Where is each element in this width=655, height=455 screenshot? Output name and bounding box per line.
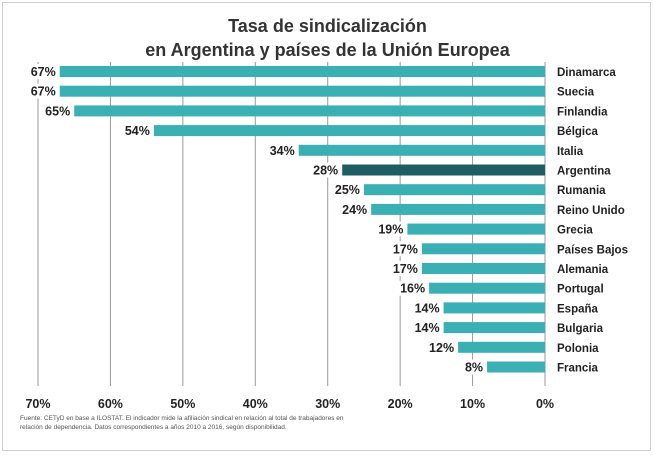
value-label: 14% [415, 301, 440, 315]
bar [298, 144, 545, 156]
value-label-bg [374, 221, 407, 237]
value-label: 28% [313, 164, 338, 178]
bar [363, 184, 545, 196]
bar [74, 105, 545, 117]
value-label-bg [41, 103, 74, 119]
x-tick-label: 0% [536, 397, 554, 411]
value-label-bg [396, 280, 429, 296]
value-label-bg [388, 241, 421, 257]
bar [59, 85, 545, 97]
category-label: España [557, 303, 599, 315]
value-label: 14% [415, 321, 440, 335]
x-tick-label: 10% [460, 397, 485, 411]
value-label-bg [410, 300, 443, 316]
value-label: 25% [335, 183, 360, 197]
value-label-bg [265, 142, 298, 158]
category-label: Grecia [557, 225, 593, 237]
bar [342, 164, 545, 176]
bar [59, 66, 545, 77]
chart-title-line-2: en Argentina y países de la Unión Europe… [145, 40, 510, 60]
category-label: Francia [557, 363, 599, 375]
bar [407, 223, 545, 235]
category-label: Bélgica [557, 126, 599, 138]
x-tick-label: 50% [170, 397, 195, 411]
value-label: 54% [125, 124, 150, 138]
chart-title-line-1: Tasa de sindicalización [228, 16, 427, 36]
category-label: Italia [557, 146, 584, 158]
value-label-bg [338, 201, 371, 217]
value-label: 17% [393, 262, 418, 276]
value-label-bg [425, 339, 458, 355]
value-label-bg [26, 64, 59, 79]
category-label: Alemania [557, 264, 609, 276]
source-note: Fuente: CETyD en base a ILOSTAT. El indi… [20, 415, 344, 431]
category-label: Portugal [557, 284, 604, 296]
bar [421, 243, 545, 255]
bar [443, 322, 545, 334]
value-label: 16% [400, 282, 425, 296]
bar [443, 302, 545, 314]
x-tick-label: 20% [388, 397, 413, 411]
value-label-bg [388, 261, 421, 276]
category-label: Finlandia [557, 106, 608, 118]
bar [487, 361, 545, 373]
value-label-bg [26, 83, 59, 99]
value-label-bg [120, 123, 153, 139]
value-label-bg [410, 320, 443, 336]
x-tick-label: 70% [25, 397, 50, 411]
category-label: Polonia [557, 343, 599, 355]
value-label: 65% [45, 104, 70, 118]
x-tick-label: 60% [98, 397, 123, 411]
value-label: 19% [378, 223, 403, 237]
category-label: Bulgaria [557, 323, 604, 335]
value-label-bg [309, 162, 342, 178]
bar [371, 203, 545, 215]
bar [458, 341, 545, 353]
x-tick-label: 30% [315, 397, 340, 411]
value-label: 34% [270, 144, 295, 158]
x-tick-label: 40% [243, 397, 268, 411]
value-label: 17% [393, 242, 418, 256]
category-label: Rumania [557, 185, 606, 197]
category-label: Reino Unido [557, 205, 625, 217]
value-label: 67% [31, 65, 56, 79]
chart-title: Tasa de sindicalización en Argentina y p… [0, 14, 655, 62]
value-label-bg [330, 182, 363, 198]
bar [429, 282, 545, 294]
value-label: 12% [429, 341, 454, 355]
category-label: Suecia [557, 87, 595, 99]
value-label-bg [462, 359, 487, 375]
value-label: 24% [342, 203, 367, 217]
bar [153, 125, 545, 137]
category-label: Argentina [557, 166, 611, 178]
value-label: 67% [31, 85, 56, 99]
category-label: Países Bajos [557, 244, 628, 256]
bar [421, 263, 545, 274]
category-label: Dinamarca [557, 67, 616, 79]
value-label: 8% [465, 361, 483, 375]
